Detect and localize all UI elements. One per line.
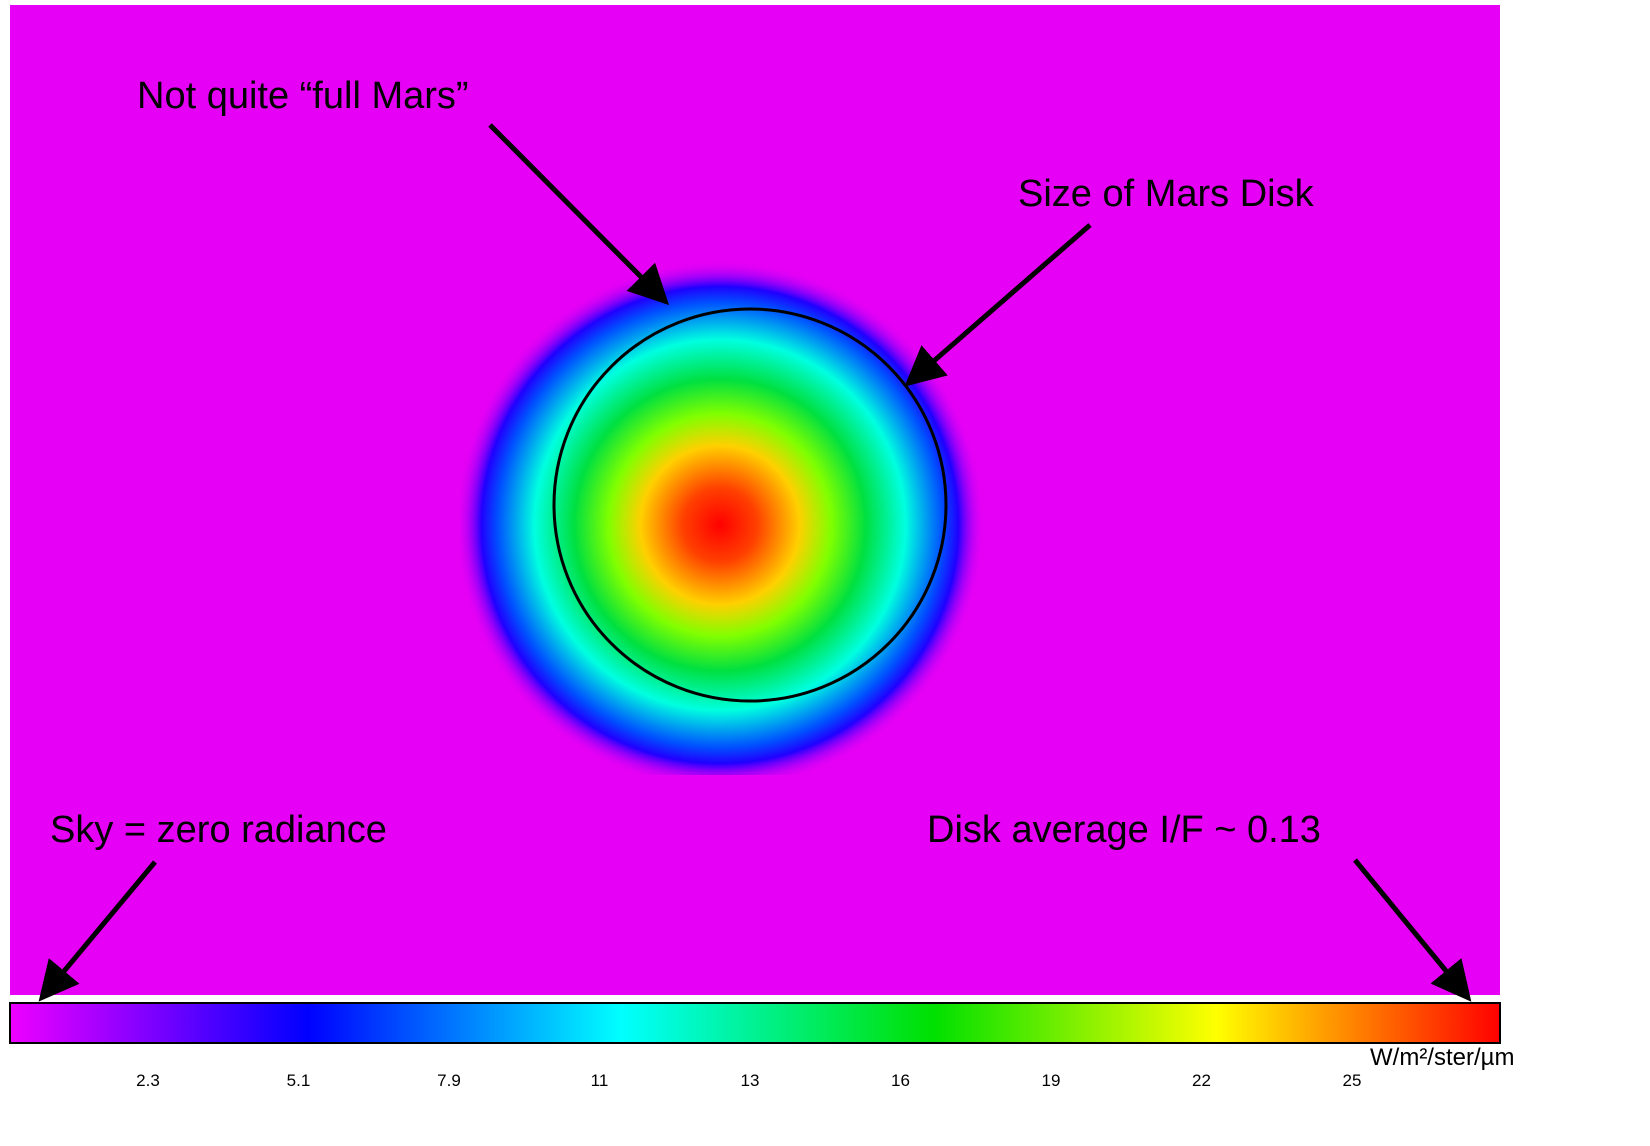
colorbar-tick-label: 16 — [891, 1071, 910, 1090]
colorbar-tick-label: 11 — [591, 1071, 609, 1090]
colorbar-unit: W/m²/ster/µm — [1370, 1044, 1514, 1071]
annotation: Sky = zero radiance — [50, 809, 387, 851]
mars-image — [460, 215, 1020, 775]
colorbar-tick-label: 2.3 — [136, 1071, 160, 1090]
annotation: Not quite “full Mars” — [137, 75, 469, 117]
colorbar-tick-label: 13 — [741, 1071, 760, 1090]
colorbar-tick-label: 19 — [1042, 1071, 1061, 1090]
annotation: Size of Mars Disk — [1018, 173, 1315, 215]
colorbar-tick-label: 7.9 — [437, 1071, 461, 1090]
colorbar — [10, 1003, 1500, 1043]
colorbar-tick-label: 25 — [1343, 1071, 1362, 1090]
colorbar-ticks: 2.3 5.1 7.9 11 13 16 19 22 25 — [136, 1071, 1361, 1090]
figure: Not quite “full Mars” Size of Mars Disk … — [0, 0, 1650, 1146]
annotation: Disk average I/F ~ 0.13 — [927, 809, 1321, 851]
colorbar-tick-label: 5.1 — [287, 1071, 311, 1090]
colorbar-tick-label: 22 — [1192, 1071, 1211, 1090]
